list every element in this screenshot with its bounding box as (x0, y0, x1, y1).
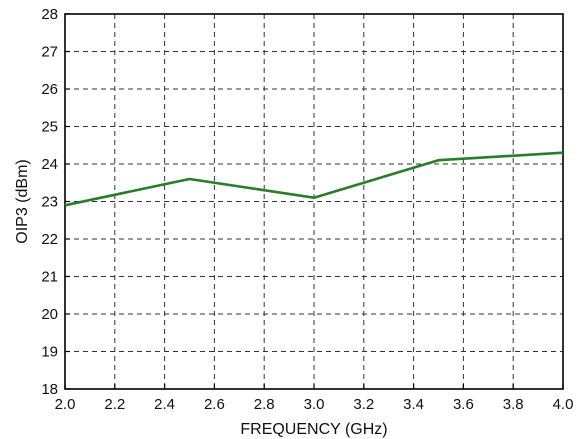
series-line (64, 151, 564, 207)
y-tick-label: 22 (41, 231, 58, 248)
y-tick-label: 21 (41, 269, 58, 286)
y-tick-label: 23 (41, 194, 58, 211)
y-axis-ticks: 18 19 20 21 22 23 24 25 26 27 28 (41, 6, 70, 398)
x-tick-label: 3.4 (403, 396, 424, 413)
x-tick-label: 2.6 (204, 396, 225, 413)
x-tick-label: 2.8 (254, 396, 275, 413)
x-tick-label: 4.0 (553, 396, 574, 413)
grid-lines (65, 14, 563, 389)
y-tick-label: 27 (41, 44, 58, 61)
y-tick-label: 20 (41, 306, 58, 323)
x-tick-label: 2.2 (104, 396, 125, 413)
x-tick-label: 2.0 (55, 396, 76, 413)
x-tick-label: 2.4 (154, 396, 175, 413)
x-tick-label: 3.2 (353, 396, 374, 413)
y-tick-label: 18 (41, 381, 58, 398)
x-tick-label: 3.0 (304, 396, 325, 413)
series-group (64, 151, 564, 207)
x-axis-title: FREQUENCY (GHz) (240, 421, 387, 438)
x-axis-ticks: 2.0 2.2 2.4 2.6 2.8 3.0 3.2 3.4 3.6 3.8 4.0 (55, 384, 574, 413)
y-tick-label: 26 (41, 81, 58, 98)
y-tick-label: 28 (41, 6, 58, 23)
y-tick-label: 24 (41, 156, 58, 173)
y-axis-title: OIP3 (dBm) (14, 159, 31, 243)
x-tick-label: 3.6 (453, 396, 474, 413)
x-tick-label: 3.8 (503, 396, 524, 413)
y-tick-label: 25 (41, 119, 58, 136)
y-tick-label: 19 (41, 344, 58, 361)
